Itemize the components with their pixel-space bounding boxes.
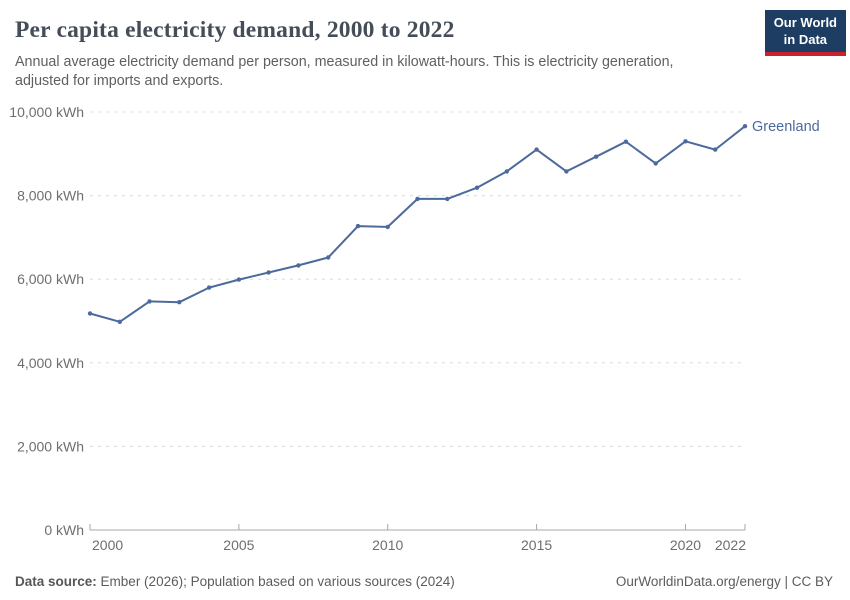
y-axis-label: 2,000 kWh <box>17 438 84 454</box>
x-axis-label: 2015 <box>521 537 552 553</box>
data-point[interactable] <box>564 169 569 174</box>
series-line-greenland <box>89 125 746 323</box>
owid-logo-line2: in Data <box>783 31 828 47</box>
x-axis-label: 2000 <box>92 537 123 553</box>
y-axis-label: 4,000 kWh <box>17 355 84 371</box>
series-label-greenland: Greenland <box>752 119 820 135</box>
data-point[interactable] <box>742 124 748 129</box>
page-title: Per capita electricity demand, 2000 to 2… <box>15 17 455 43</box>
y-axis-label: 8,000 kWh <box>17 188 84 204</box>
data-point[interactable] <box>534 147 539 152</box>
footer-link[interactable]: OurWorldinData.org/energy | CC BY <box>615 574 833 589</box>
y-axis-label: 0 kWh <box>44 522 84 538</box>
data-point[interactable] <box>236 277 242 282</box>
data-point[interactable] <box>415 196 420 202</box>
data-point[interactable] <box>326 255 331 260</box>
data-point[interactable] <box>474 185 480 190</box>
chart-titles: Per capita electricity demand, 2000 to 2… <box>15 10 720 92</box>
chart-footer: Data source: Ember (2026); Population ba… <box>0 574 850 589</box>
data-point[interactable] <box>177 300 182 305</box>
y-axis-label: 10,000 kWh <box>9 104 84 120</box>
data-point[interactable] <box>713 147 718 152</box>
x-axis-label: 2020 <box>670 537 701 553</box>
data-point[interactable] <box>445 196 450 202</box>
data-point[interactable] <box>653 161 658 166</box>
data-point[interactable] <box>355 223 361 229</box>
owid-logo-line1: Our World <box>773 15 837 30</box>
x-axis-label: 2005 <box>223 537 254 553</box>
chart-subtitle: Annual average electricity demand per pe… <box>15 54 674 90</box>
x-axis-label: 2022 <box>715 537 746 553</box>
line-chart: 0 kWh 2,000 kWh 4,000 kWh 6,000 kWh 8,000 kW… <box>9 104 820 553</box>
data-point[interactable] <box>117 319 123 324</box>
data-point[interactable] <box>87 311 93 316</box>
data-source: Data source: Ember (2026); Population ba… <box>15 574 455 589</box>
chart-header: Per capita electricity demand, 2000 to 2… <box>0 0 850 92</box>
data-point[interactable] <box>266 270 271 275</box>
x-axis-label: 2010 <box>372 537 403 553</box>
owid-logo[interactable]: Our World in Data <box>764 10 846 56</box>
data-source-label: Data source: <box>15 574 97 589</box>
data-point[interactable] <box>593 154 599 159</box>
data-point[interactable] <box>385 224 390 230</box>
data-point[interactable] <box>206 285 212 290</box>
data-point[interactable] <box>296 263 301 268</box>
y-axis-label: 6,000 kWh <box>17 271 84 287</box>
data-source-text: Ember (2026); Population based on variou… <box>100 574 455 589</box>
data-point[interactable] <box>147 299 152 304</box>
data-point[interactable] <box>623 139 629 144</box>
data-point[interactable] <box>504 169 509 174</box>
data-point[interactable] <box>683 139 688 144</box>
